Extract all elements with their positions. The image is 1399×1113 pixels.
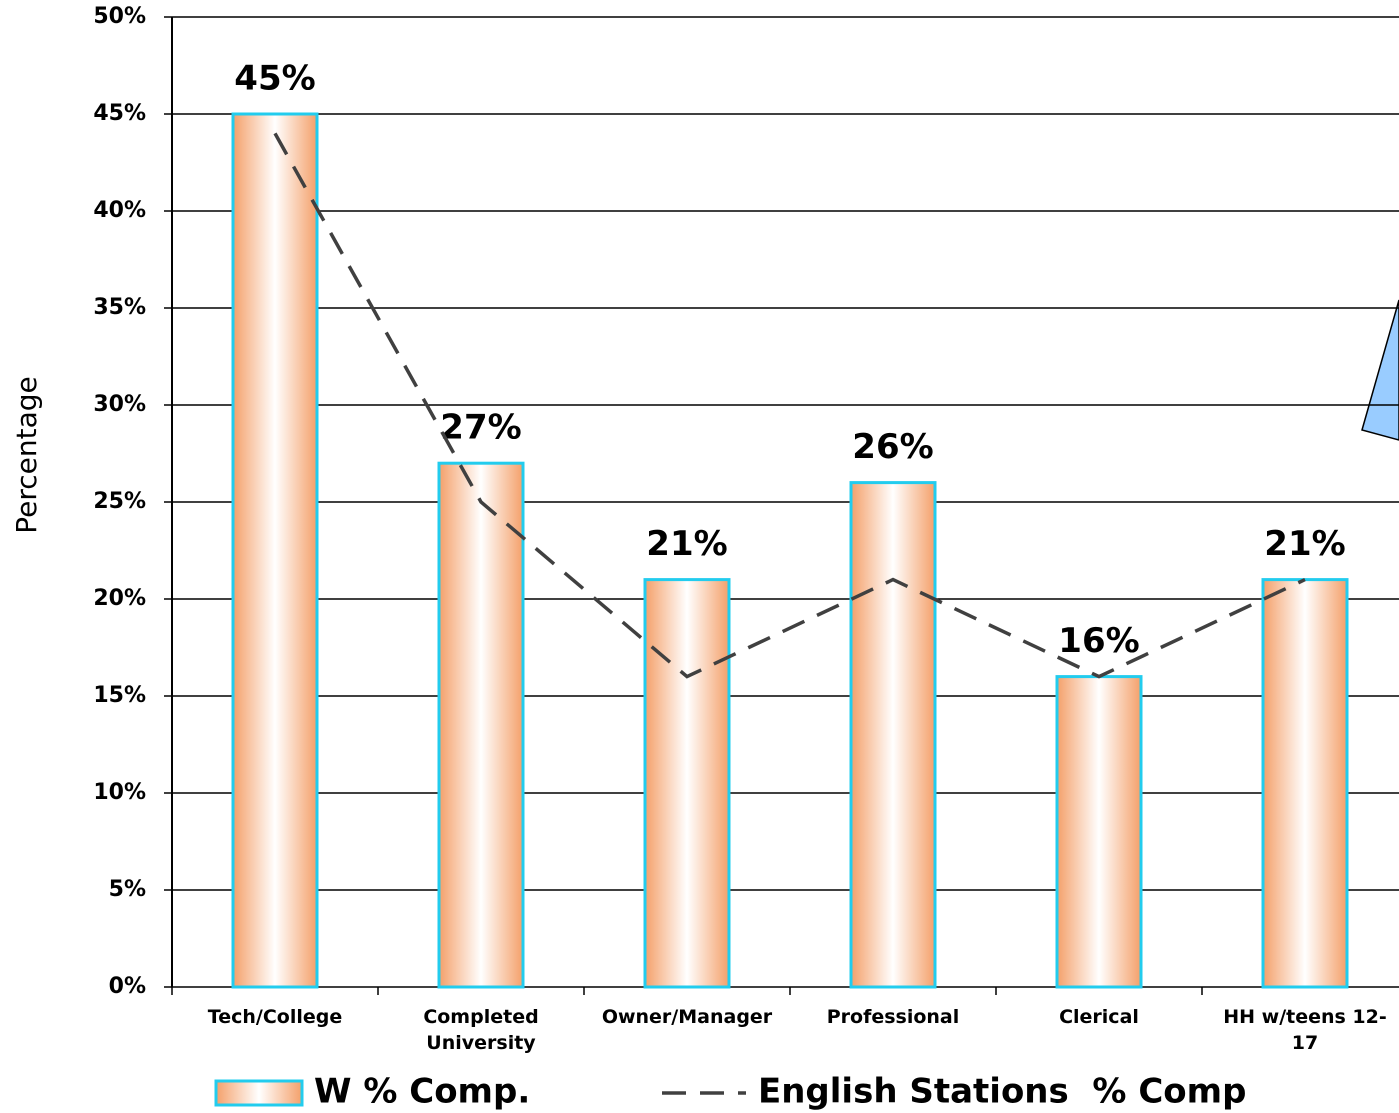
bar [849, 481, 937, 989]
x-tick-label: Tech/College [207, 1006, 343, 1028]
x-tick-label: Professional [826, 1006, 960, 1028]
y-tick-label: 15% [93, 683, 146, 708]
y-axis-label: Percentage [10, 376, 43, 534]
data-label: 27% [440, 408, 521, 448]
y-tick-label: 40% [93, 198, 146, 223]
y-tick-label: 10% [93, 780, 146, 805]
y-tick-label: 0% [109, 974, 146, 999]
legend-label: W % Comp. [314, 1072, 530, 1112]
data-label: 16% [1058, 621, 1139, 661]
legend-swatch [214, 1079, 304, 1107]
bar [643, 578, 731, 989]
bar [437, 461, 525, 989]
data-label: 26% [852, 427, 933, 467]
legend-label: English Stations % Comp [758, 1072, 1246, 1112]
bar [1261, 578, 1349, 989]
x-tick-label: Owner/Manager [601, 1006, 773, 1028]
y-tick-label: 45% [93, 101, 146, 126]
data-label: 21% [1264, 524, 1345, 564]
x-tick-label: Clerical [1059, 1006, 1139, 1028]
x-tick-label: HH w/teens 12-17 [1223, 1006, 1387, 1054]
bar [1055, 675, 1143, 989]
y-tick-label: 25% [93, 489, 146, 514]
y-tick-label: 30% [93, 392, 146, 417]
x-tick-label: Completed University [423, 1006, 539, 1054]
y-tick-label: 50% [93, 4, 146, 29]
callout-shape [1361, 299, 1399, 441]
y-tick-label: 5% [109, 877, 146, 902]
y-tick-label: 20% [93, 586, 146, 611]
data-label: 21% [646, 524, 727, 564]
line-series [273, 132, 1306, 679]
bar [231, 112, 319, 989]
y-tick-label: 35% [93, 295, 146, 320]
data-label: 45% [234, 59, 315, 99]
